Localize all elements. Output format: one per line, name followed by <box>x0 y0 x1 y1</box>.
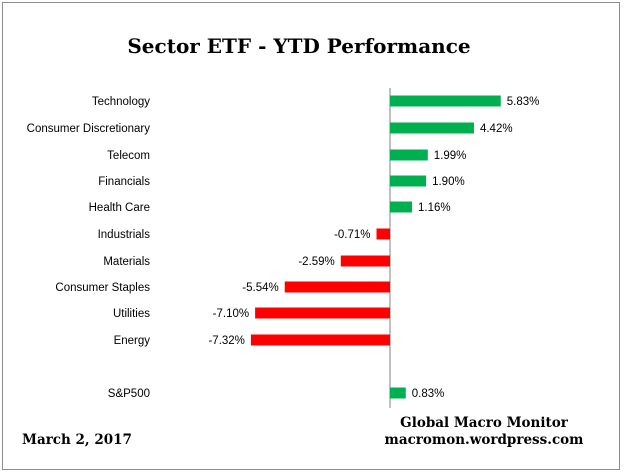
category-label-telecom: Telecom <box>107 150 150 162</box>
value-label-utilities: -7.10% <box>213 308 249 320</box>
bar-utilities <box>255 307 390 319</box>
bar-financials <box>390 175 427 187</box>
category-label-materials: Materials <box>103 256 150 268</box>
category-label-health-care: Health Care <box>89 202 150 214</box>
bar-consumer-staples <box>284 281 390 293</box>
category-label-financials: Financials <box>98 176 150 188</box>
chart-title: Sector ETF - YTD Performance <box>127 34 470 58</box>
source-url: macromon.wordpress.com <box>385 432 584 448</box>
value-label-consumer-discretionary: 4.42% <box>480 123 513 135</box>
bar-industrials <box>376 228 390 240</box>
bar-energy <box>250 334 390 346</box>
bar-technology <box>390 95 501 107</box>
chart-date: March 2, 2017 <box>22 432 132 448</box>
bar-consumer-discretionary <box>390 122 474 134</box>
category-label-consumer-discretionary: Consumer Discretionary <box>27 123 151 135</box>
category-label-utilities: Utilities <box>113 308 150 320</box>
source-name: Global Macro Monitor <box>400 415 569 431</box>
category-label-energy: Energy <box>114 335 151 347</box>
bar-health-care <box>390 201 413 213</box>
bar-telecom <box>390 149 428 161</box>
value-label-industrials: -0.71% <box>334 229 370 241</box>
value-label-financials: 1.90% <box>432 176 465 188</box>
category-label-consumer-staples: Consumer Staples <box>55 282 150 294</box>
value-label-sandp500: 0.83% <box>412 388 445 400</box>
bars-group: Technology 5.83% Consumer Discretionary 4.4… <box>27 95 540 400</box>
bar-sandp500 <box>390 387 406 399</box>
chart-frame <box>2 2 620 470</box>
value-label-materials: -2.59% <box>298 256 334 268</box>
value-label-consumer-staples: -5.54% <box>242 282 278 294</box>
category-label-technology: Technology <box>92 96 150 108</box>
value-label-health-care: 1.16% <box>418 202 451 214</box>
value-label-energy: -7.32% <box>208 335 244 347</box>
category-label-industrials: Industrials <box>98 229 151 241</box>
value-label-telecom: 1.99% <box>434 150 467 162</box>
bar-materials <box>340 255 390 267</box>
category-label-sandp500: S&P500 <box>108 388 150 400</box>
value-label-technology: 5.83% <box>507 96 540 108</box>
